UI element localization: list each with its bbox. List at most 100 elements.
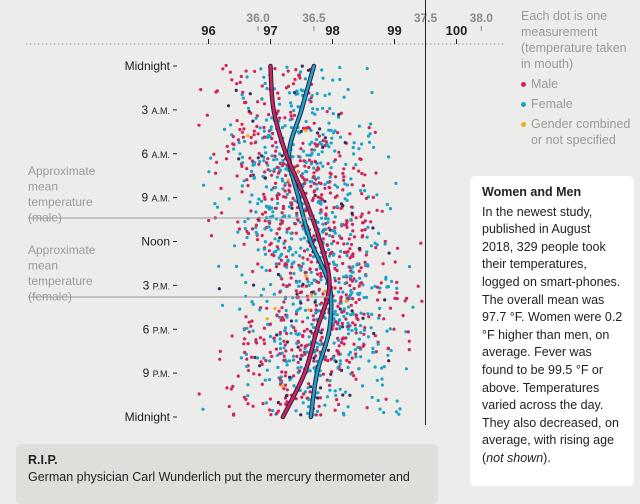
measurement-dot: [243, 220, 247, 224]
measurement-dot: [337, 277, 341, 281]
measurement-dot: [215, 205, 220, 209]
measurement-dot: [337, 319, 341, 323]
measurement-dot: [280, 370, 284, 374]
measurement-dot: [249, 135, 253, 140]
panel-title: Women and Men: [482, 185, 582, 199]
measurement-dot: [258, 308, 262, 312]
measurement-dot: [404, 330, 408, 334]
measurement-dot: [278, 342, 283, 346]
measurement-dot: [333, 286, 337, 290]
measurement-dot: [395, 280, 399, 284]
measurement-dot: [345, 311, 349, 316]
measurement-dot: [228, 70, 232, 74]
measurement-dot: [336, 366, 340, 370]
measurement-dot: [290, 206, 294, 210]
measurement-dot: [349, 242, 354, 247]
measurement-dot: [264, 401, 268, 405]
measurement-dot: [250, 227, 255, 231]
measurement-dot: [213, 202, 217, 206]
measurement-dot: [306, 298, 310, 302]
measurement-dot: [298, 155, 302, 159]
measurement-dot: [294, 332, 298, 336]
measurement-dot: [301, 176, 305, 180]
measurement-dot: [263, 81, 267, 86]
measurement-dot: [342, 250, 347, 254]
measurement-dot: [283, 116, 287, 120]
measurement-dot: [285, 230, 289, 234]
measurement-dot: [321, 222, 325, 226]
measurement-dot: [279, 318, 283, 322]
measurement-dot: [307, 382, 311, 386]
measurement-dot: [341, 204, 345, 208]
measurement-dot: [237, 227, 242, 231]
measurement-dot: [288, 247, 293, 251]
measurement-dot: [245, 357, 249, 361]
measurement-dot: [352, 286, 356, 291]
measurement-dot: [327, 92, 331, 96]
time-label-suffix: P.M.: [153, 369, 170, 379]
measurement-dot: [249, 209, 253, 213]
measurement-dot: [304, 160, 308, 164]
measurement-dot: [266, 135, 270, 139]
measurement-dot: [287, 91, 292, 95]
measurement-dot: [350, 211, 354, 215]
measurement-dot: [346, 321, 350, 325]
measurement-dot: [346, 327, 350, 331]
measurement-dot: [406, 330, 410, 334]
measurement-dot: [344, 162, 348, 166]
measurement-dot: [247, 330, 251, 334]
measurement-dot: [350, 371, 354, 375]
measurement-dot: [321, 292, 325, 296]
measurement-dot: [381, 262, 385, 266]
measurement-dot: [278, 352, 282, 356]
measurement-dot: [259, 199, 264, 203]
measurement-dot: [313, 300, 317, 304]
measurement-dot: [326, 217, 330, 221]
measurement-dot: [352, 277, 356, 281]
measurement-dot: [337, 290, 341, 294]
mean-label-line: temperature: [28, 195, 93, 209]
measurement-dot: [339, 368, 344, 372]
measurement-dot: [280, 154, 284, 158]
measurement-dot: [404, 367, 408, 371]
measurement-dot: [392, 327, 396, 331]
measurement-dot: [374, 171, 378, 175]
measurement-dot: [306, 411, 310, 415]
measurement-dot: [287, 205, 292, 209]
measurement-dot: [307, 308, 311, 312]
measurement-dot: [254, 230, 258, 234]
measurement-dot: [264, 268, 268, 273]
measurement-dot: [291, 253, 295, 257]
measurement-dot: [280, 384, 284, 388]
measurement-dot: [243, 337, 247, 341]
measurement-dot: [290, 237, 294, 241]
measurement-dot: [242, 328, 246, 332]
measurement-dot: [263, 219, 267, 223]
measurement-dot: [373, 284, 377, 288]
measurement-dot: [262, 342, 267, 346]
measurement-dot: [229, 123, 233, 127]
measurement-dot: [329, 372, 333, 376]
measurement-dot: [283, 329, 287, 333]
measurement-dot: [373, 130, 377, 134]
measurement-dot: [282, 339, 286, 343]
measurement-dot: [333, 276, 337, 280]
measurement-dot: [306, 405, 311, 409]
measurement-dot: [383, 242, 387, 246]
measurement-dot: [360, 212, 364, 216]
measurement-dot: [403, 299, 407, 303]
measurement-dot: [241, 135, 245, 139]
measurement-dot: [302, 249, 307, 253]
measurement-dot: [344, 223, 348, 227]
measurement-dot: [245, 229, 249, 234]
measurement-dot: [325, 243, 329, 247]
measurement-dot: [278, 402, 282, 406]
measurement-dot: [318, 140, 322, 144]
measurement-dot: [292, 384, 296, 388]
measurement-dot: [298, 291, 302, 295]
measurement-dot: [269, 125, 273, 129]
measurement-dot: [310, 140, 314, 144]
measurement-dot: [327, 248, 331, 252]
combined-dot-icon: [521, 122, 526, 127]
measurement-dot: [268, 334, 272, 339]
